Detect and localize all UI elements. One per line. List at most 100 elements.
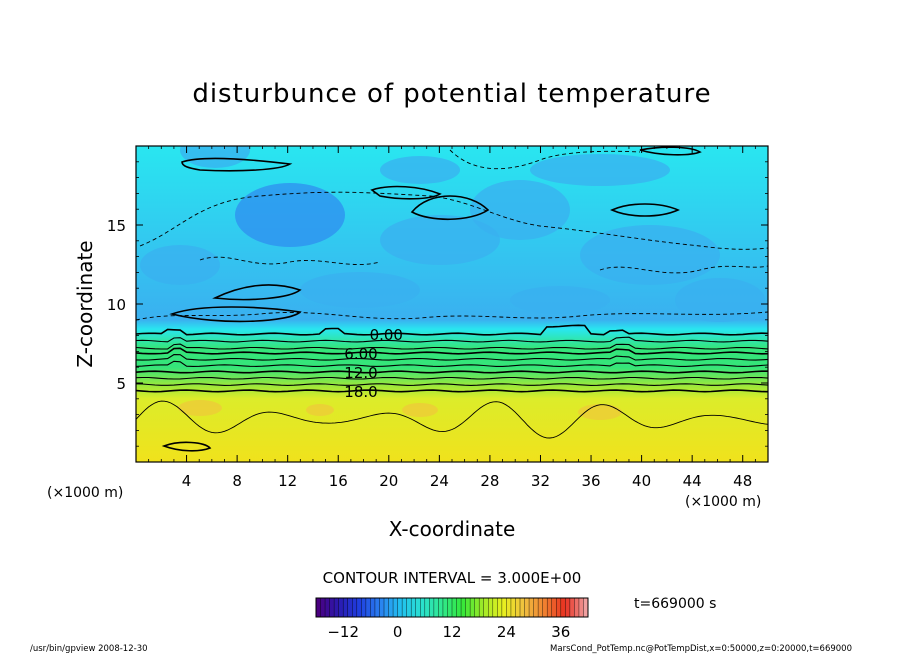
x-tick-label: 8 bbox=[232, 472, 242, 490]
x-tick-label: 32 bbox=[531, 472, 550, 490]
colorbar-cell bbox=[556, 598, 562, 617]
colorbar-cell bbox=[578, 598, 584, 617]
colorbar-cell bbox=[501, 598, 507, 617]
colorbar-cell bbox=[447, 598, 453, 617]
y-tick-label: 5 bbox=[116, 375, 126, 393]
colorbar-cell bbox=[551, 598, 557, 617]
x-tick-label: 36 bbox=[581, 472, 600, 490]
time-label: t=669000 s bbox=[634, 596, 716, 612]
colorbar-cell bbox=[560, 598, 566, 617]
warm-patch bbox=[178, 400, 222, 416]
color-patch bbox=[510, 286, 610, 314]
contour-dashed bbox=[139, 191, 768, 250]
y-axis-label: Z-coordinate bbox=[73, 240, 97, 367]
contour-closed bbox=[370, 185, 442, 200]
colorbar-cell bbox=[524, 598, 530, 617]
colorbar-cell bbox=[492, 598, 498, 617]
colorbar-cell bbox=[565, 598, 571, 617]
colorbar-cell bbox=[374, 598, 380, 617]
colorbar-cell bbox=[461, 598, 466, 617]
colorbar-tick-label: −12 bbox=[327, 623, 359, 641]
colorbar-cell bbox=[411, 598, 417, 617]
colorbar-frame bbox=[315, 597, 589, 618]
x-tick-label: 28 bbox=[480, 472, 499, 490]
color-patch bbox=[140, 245, 220, 285]
colorbar-cell bbox=[569, 598, 575, 617]
contour-band bbox=[136, 376, 768, 380]
color-patch bbox=[380, 215, 500, 265]
colorbar-cell bbox=[515, 598, 521, 617]
x-axis-label: X-coordinate bbox=[389, 517, 516, 541]
colorbar-cell bbox=[533, 598, 539, 617]
contour-dashed bbox=[449, 149, 641, 170]
colorbar-tick-label: 12 bbox=[442, 623, 461, 641]
contour-band bbox=[136, 347, 768, 355]
contour-interval: CONTOUR INTERVAL = 3.000E+00 bbox=[323, 569, 582, 587]
colorbar-cell bbox=[438, 598, 444, 617]
colorbar-cell bbox=[347, 598, 353, 617]
colorbar bbox=[315, 598, 589, 617]
contour-closed bbox=[610, 203, 680, 217]
contour-closed bbox=[639, 146, 702, 156]
x-tick-label: 44 bbox=[683, 472, 702, 490]
contour-band bbox=[136, 370, 768, 374]
colorbar-cell bbox=[424, 598, 430, 617]
contour-closed bbox=[169, 306, 302, 323]
colorbar-cell bbox=[361, 598, 367, 617]
contour-band bbox=[136, 343, 768, 350]
x-tick-label: 24 bbox=[430, 472, 449, 490]
colorbar-cell bbox=[365, 598, 371, 617]
contour-closed bbox=[161, 441, 212, 452]
contour-band bbox=[136, 336, 768, 343]
contour-band bbox=[136, 383, 768, 386]
x-tick-label: 16 bbox=[329, 472, 348, 490]
colorbar-cell bbox=[483, 598, 489, 617]
colorbar-cell bbox=[520, 598, 525, 617]
colorbar-cell bbox=[370, 598, 376, 617]
colorbar-cell bbox=[352, 598, 358, 617]
colorbar-cell bbox=[456, 598, 462, 617]
color-patch bbox=[380, 156, 460, 184]
colorbar-tick-label: 36 bbox=[551, 623, 570, 641]
x-unit-left: (×1000 m) bbox=[47, 485, 123, 501]
x-tick-label: 40 bbox=[632, 472, 651, 490]
contour-label: 0.00 bbox=[370, 326, 403, 344]
colorbar-cell bbox=[393, 598, 398, 617]
colorbar-cell bbox=[442, 598, 448, 617]
colorbar-cell bbox=[470, 598, 475, 617]
colorbar-cell bbox=[538, 598, 543, 617]
colorbar-tick-label: 0 bbox=[393, 623, 403, 641]
colorbar-cell bbox=[583, 598, 589, 617]
x-unit-right: (×1000 m) bbox=[685, 494, 761, 510]
y-tick-label: 15 bbox=[107, 217, 126, 235]
contour-closed bbox=[212, 284, 302, 301]
color-patches bbox=[140, 146, 765, 420]
color-patch bbox=[580, 225, 720, 285]
x-axis-ticks: 4 8 12 16 20 24 28 32 36 40 44 48 bbox=[148, 146, 756, 490]
colorbar-cell bbox=[497, 598, 503, 617]
color-patch bbox=[235, 183, 345, 247]
colorbar-cell bbox=[325, 598, 330, 617]
contour-closed bbox=[410, 195, 490, 221]
colorbar-cell bbox=[329, 598, 335, 617]
color-patch bbox=[675, 278, 765, 322]
colorbar-cell bbox=[406, 598, 412, 617]
x-tick-label: 48 bbox=[733, 472, 752, 490]
colorbar-cell bbox=[474, 598, 480, 617]
contour-dashed bbox=[599, 265, 768, 274]
x-tick-label: 20 bbox=[379, 472, 398, 490]
colorbar-cell bbox=[320, 598, 326, 617]
colorbar-cell bbox=[334, 598, 339, 617]
plot-area bbox=[136, 146, 768, 462]
colorbar-cell bbox=[402, 598, 407, 617]
contour-lower bbox=[136, 400, 768, 439]
colorbar-cell bbox=[415, 598, 421, 617]
colorbar-cell bbox=[488, 598, 494, 617]
colorbar-cell bbox=[384, 598, 389, 617]
contour-label: 12.0 bbox=[344, 364, 377, 382]
y-tick-label: 10 bbox=[107, 296, 126, 314]
contour-band bbox=[136, 354, 768, 361]
colorbar-ticks: −12 0 12 24 36 bbox=[327, 623, 570, 641]
